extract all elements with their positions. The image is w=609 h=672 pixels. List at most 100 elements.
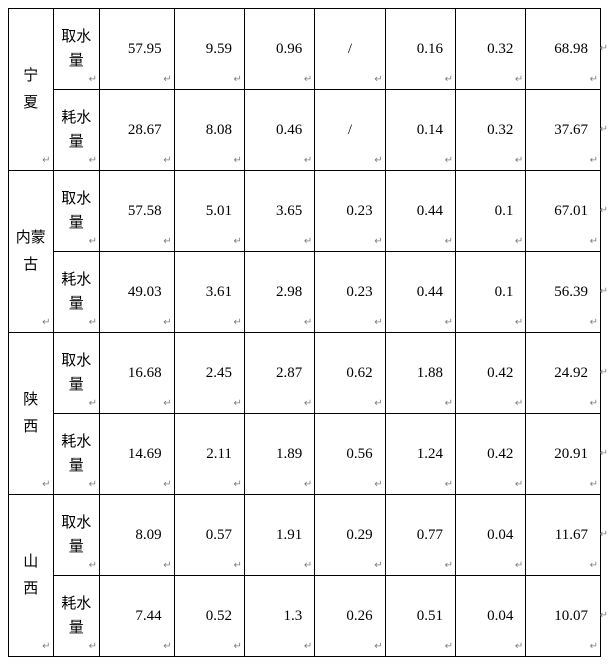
value-cell: 2.87↵ (244, 333, 314, 414)
value-cell: 49.03↵ (99, 252, 174, 333)
paragraph-mark-icon: ↵ (374, 237, 382, 247)
paragraph-mark-icon: ↵ (515, 561, 523, 571)
paragraph-mark-icon: ↵ (163, 156, 171, 166)
paragraph-mark-icon: ↵ (445, 561, 453, 571)
paragraph-mark-icon: ↵ (234, 561, 242, 571)
value-cell: 0.52↵ (174, 576, 244, 657)
paragraph-mark-icon: ↵ (304, 561, 312, 571)
paragraph-mark-icon: ↵ (42, 642, 50, 652)
paragraph-mark-icon: ↵ (89, 237, 97, 247)
cell-value: 8.09 (135, 527, 161, 543)
region-name-line: 夏 (23, 90, 38, 117)
value-cell: 37.67↵↵ (526, 90, 601, 171)
paragraph-mark-icon: ↵ (304, 237, 312, 247)
cell-value: 5.01 (206, 203, 232, 219)
paragraph-mark-icon: ↵ (234, 399, 242, 409)
value-cell: 7.44↵ (99, 576, 174, 657)
paragraph-mark-icon: ↵ (445, 480, 453, 490)
paragraph-mark-icon: ↵ (89, 642, 97, 652)
cell-value: / (348, 122, 352, 138)
value-cell: 24.92↵↵ (526, 333, 601, 414)
type-label-line: 量 (69, 454, 84, 478)
type-label-line: 取水 (61, 187, 91, 211)
cell-value: 20.91 (554, 446, 588, 462)
paragraph-mark-icon: ↵ (42, 480, 50, 490)
row-end-mark-icon: ↵ (600, 530, 608, 540)
paragraph-mark-icon: ↵ (89, 561, 97, 571)
value-cell: 16.68 ↵ (99, 333, 174, 414)
cell-value: 0.26 (346, 608, 372, 624)
type-cell: 取水量↵ (53, 495, 99, 576)
cell-value: 1.89 (276, 446, 302, 462)
cell-value: 0.16 (417, 41, 443, 57)
type-cell: 耗水量↵ (53, 252, 99, 333)
region-name-line: 西 (23, 414, 38, 441)
paragraph-mark-icon: ↵ (234, 156, 242, 166)
table-row: 耗水量↵28.67↵8.08↵0.46↵/↵0.14↵0.32↵37.67↵↵ (9, 90, 601, 171)
paragraph-mark-icon: ↵ (590, 156, 598, 166)
paragraph-mark-icon: ↵ (304, 318, 312, 328)
cell-value: 16.68 (128, 365, 162, 381)
paragraph-mark-icon: ↵ (304, 75, 312, 85)
region-cell: 内蒙古↵ (9, 171, 54, 333)
cell-value: 2.98 (276, 284, 302, 300)
paragraph-mark-icon: ↵ (374, 75, 382, 85)
paragraph-mark-icon: ↵ (304, 399, 312, 409)
paragraph-mark-icon: ↵ (515, 75, 523, 85)
paragraph-mark-icon: ↵ (163, 399, 171, 409)
type-label-line: 量 (69, 616, 84, 640)
type-label-line: 量 (69, 373, 84, 397)
value-cell: 68.98↵↵ (526, 9, 601, 90)
value-cell: 1.91↵ (244, 495, 314, 576)
value-cell: 14.69↵ (99, 414, 174, 495)
value-cell: 1.88↵ (385, 333, 455, 414)
cell-value: 0.46 (276, 122, 302, 138)
value-cell: /↵ (315, 90, 385, 171)
cell-value: 1.3 (284, 608, 303, 624)
value-cell: 0.56↵ (315, 414, 385, 495)
cell-value: 0.23 (346, 284, 372, 300)
cell-value: 3.65 (276, 203, 302, 219)
value-cell: 11.67↵↵ (526, 495, 601, 576)
region-name-line: 宁 (23, 63, 38, 90)
cell-value: 0.32 (487, 122, 513, 138)
cell-value: 0.56 (346, 446, 372, 462)
row-end-mark-icon: ↵ (600, 611, 608, 621)
paragraph-mark-icon: ↵ (445, 399, 453, 409)
region-name-line: 西 (23, 576, 38, 603)
type-label-line: 量 (69, 49, 84, 73)
paragraph-mark-icon: ↵ (89, 156, 97, 166)
table-row: 陕西↵取水量↵16.68↵2.45↵2.87↵0.62↵1.88↵0.42↵24… (9, 333, 601, 414)
value-cell: 56.39↵↵ (526, 252, 601, 333)
table-row: 内蒙古↵取水量↵57.58↵5.01↵3.65↵0.23↵0.44↵0.1↵67… (9, 171, 601, 252)
type-label-line: 取水 (61, 25, 91, 49)
cell-value: 9.59 (206, 41, 232, 57)
value-cell: 1.24↵ (385, 414, 455, 495)
table-row: 耗水量↵49.03↵3.61↵2.98↵0.23↵0.44↵0.1↵56.39↵… (9, 252, 601, 333)
paragraph-mark-icon: ↵ (590, 561, 598, 571)
cell-value: 0.1 (495, 203, 514, 219)
cell-value: 10.07 (554, 608, 588, 624)
value-cell: 0.23↵ (315, 171, 385, 252)
paragraph-mark-icon: ↵ (234, 480, 242, 490)
region-name-line: 山 (23, 549, 38, 576)
cell-value: 0.51 (417, 608, 443, 624)
paragraph-mark-icon: ↵ (89, 75, 97, 85)
value-cell: 0.44↵ (385, 252, 455, 333)
row-end-mark-icon: ↵ (600, 368, 608, 378)
type-cell: 取水量↵ (53, 333, 99, 414)
value-cell: 20.91↵↵ (526, 414, 601, 495)
paragraph-mark-icon: ↵ (445, 237, 453, 247)
paragraph-mark-icon: ↵ (304, 642, 312, 652)
type-label-line: 耗水 (61, 430, 91, 454)
cell-value: 37.67 (554, 122, 588, 138)
type-cell: 耗水量↵ (53, 90, 99, 171)
type-label-line: 耗水 (61, 106, 91, 130)
value-cell: 8.09↵ (99, 495, 174, 576)
value-cell: 0.16↵ (385, 9, 455, 90)
value-cell: 0.32↵ (455, 90, 525, 171)
value-cell: 1.89↵ (244, 414, 314, 495)
value-cell: 67.01↵↵ (526, 171, 601, 252)
value-cell: 2.98 ↵ (244, 252, 314, 333)
paragraph-mark-icon: ↵ (163, 480, 171, 490)
